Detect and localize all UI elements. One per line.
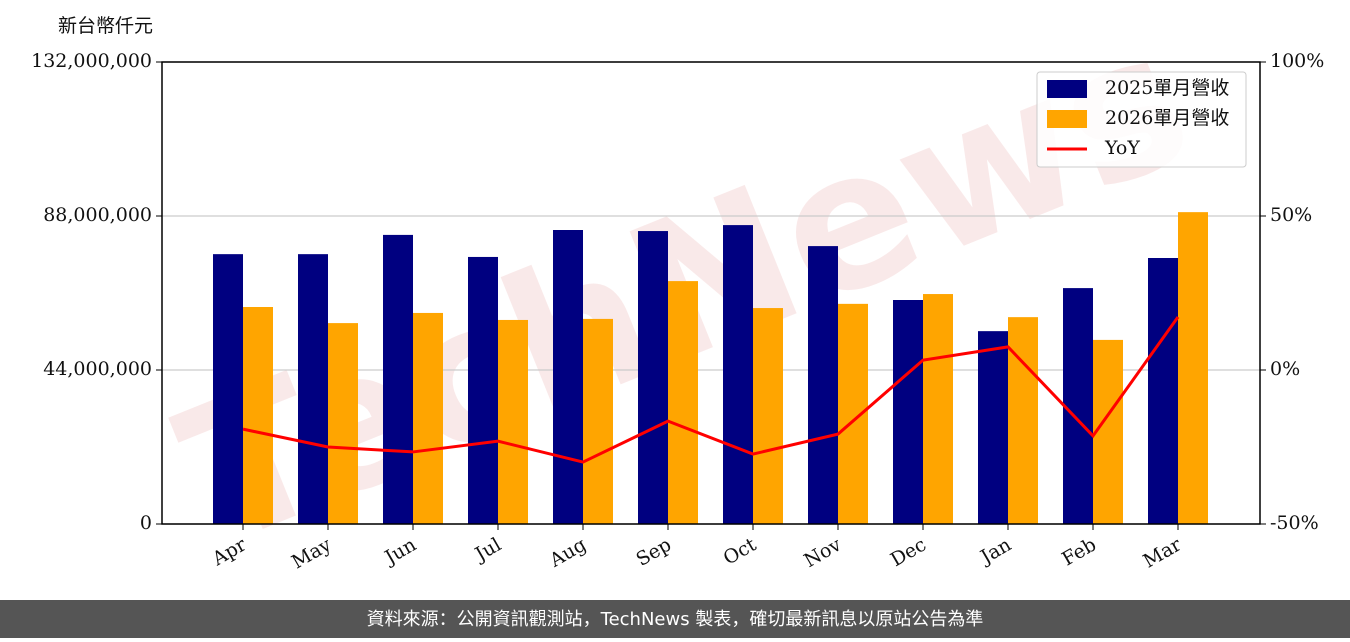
bar xyxy=(723,225,753,524)
y2-tick-label: 50% xyxy=(1270,204,1312,226)
x-tick-label: Mar xyxy=(1139,533,1185,572)
x-tick-label: Jan xyxy=(975,534,1015,570)
x-tick-label: Oct xyxy=(720,533,761,569)
x-tick-label: Nov xyxy=(800,533,845,572)
bar xyxy=(213,254,243,524)
footer-bar xyxy=(0,600,1350,638)
legend-swatch xyxy=(1047,110,1087,128)
bar xyxy=(923,294,953,524)
bar xyxy=(583,318,613,524)
bars xyxy=(213,212,1208,525)
bar xyxy=(1063,288,1093,524)
legend-label: 2025單月營收 xyxy=(1105,77,1229,99)
legend-swatch xyxy=(1047,80,1087,98)
bar xyxy=(468,256,498,524)
legend-box xyxy=(1036,71,1247,168)
legend-label: 2026單月營收 xyxy=(1105,107,1229,129)
bar xyxy=(668,281,698,524)
bar xyxy=(553,230,583,524)
x-tick-label: Jul xyxy=(470,534,505,567)
bar xyxy=(243,307,273,524)
plot-frame xyxy=(161,61,1261,525)
bar xyxy=(383,234,413,524)
x-tick-label: Dec xyxy=(887,534,930,572)
bar xyxy=(298,254,328,524)
y-tick-label: 88,000,000 xyxy=(43,204,152,226)
y2-tick-label: 0% xyxy=(1270,358,1300,380)
legend-label: YoY xyxy=(1104,137,1140,159)
bar xyxy=(498,319,528,524)
line xyxy=(242,316,1180,464)
bar xyxy=(413,312,443,524)
y2-tick-label: -50% xyxy=(1270,512,1319,534)
legend: 2025單月營收 2026單月營收 YoY xyxy=(1036,71,1247,168)
bar xyxy=(1178,212,1208,524)
footer: 資料來源：公開資訊觀測站，TechNews 製表，確切最新訊息以原站公告為準 xyxy=(367,609,984,630)
bar xyxy=(893,300,923,524)
y-tick-label: 132,000,000 xyxy=(31,50,152,72)
bar xyxy=(328,323,358,524)
bar xyxy=(638,231,668,525)
bar xyxy=(978,331,1008,524)
bar xyxy=(1148,258,1178,524)
x-tick-label: Sep xyxy=(632,534,675,571)
bar xyxy=(753,308,783,524)
bar xyxy=(838,303,868,524)
bar xyxy=(1093,339,1123,524)
lines xyxy=(242,316,1180,464)
x-tick-label: Aug xyxy=(545,534,590,573)
unit-label: 新台幣仟元 xyxy=(58,15,153,37)
y-tick-label: 44,000,000 xyxy=(43,358,152,380)
y-tick-label: 0 xyxy=(140,512,152,534)
x-tick-label: Feb xyxy=(1058,534,1100,571)
bar xyxy=(1008,317,1038,524)
y2-tick-label: 100% xyxy=(1270,50,1324,72)
bar xyxy=(808,246,838,524)
x-tick-label: Jun xyxy=(379,534,420,570)
